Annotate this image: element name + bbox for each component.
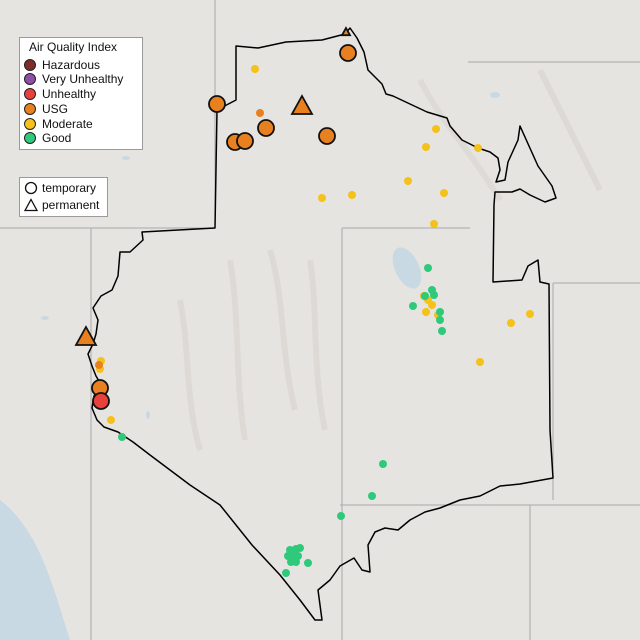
- monitor-marker[interactable]: [424, 264, 432, 272]
- legend-label: permanent: [42, 198, 100, 212]
- legend-label: Hazardous: [42, 58, 101, 72]
- moderate-swatch: [24, 118, 36, 130]
- monitor-marker[interactable]: [304, 559, 312, 567]
- monitor-marker[interactable]: [421, 292, 429, 300]
- monitor-marker[interactable]: [379, 460, 387, 468]
- monitor-marker[interactable]: [74, 325, 98, 346]
- monitor-marker[interactable]: [256, 109, 264, 117]
- circle-icon: [24, 181, 38, 195]
- monitor-marker[interactable]: [118, 433, 126, 441]
- region-boundary: [87, 27, 557, 621]
- monitor-marker[interactable]: [422, 308, 430, 316]
- pacific-ocean: [0, 500, 70, 640]
- monitor-marker[interactable]: [368, 492, 376, 500]
- legend-label: Moderate: [42, 117, 93, 131]
- legend-label: temporary: [42, 181, 97, 195]
- monitor-marker[interactable]: [290, 94, 314, 115]
- monitor-marker[interactable]: [436, 308, 444, 316]
- legend-label: Good: [42, 131, 72, 145]
- very-unhealthy-swatch: [24, 73, 36, 85]
- legend-label: Very Unhealthy: [42, 72, 124, 86]
- terrain-shading: [177, 68, 603, 451]
- monitor-marker[interactable]: [430, 220, 438, 228]
- legend-label: USG: [42, 102, 69, 116]
- monitor-marker[interactable]: [95, 361, 103, 369]
- monitor-marker[interactable]: [236, 132, 254, 150]
- monitor-marker[interactable]: [339, 44, 357, 62]
- hazardous-swatch: [24, 59, 36, 71]
- monitor-marker[interactable]: [340, 26, 352, 37]
- monitor-marker[interactable]: [337, 512, 345, 520]
- aqi-legend-title: Air Quality Index: [29, 40, 118, 54]
- monitor-marker[interactable]: [432, 125, 440, 133]
- legend-item-very-unhealthy: Very Unhealthy: [24, 72, 123, 86]
- legend-item-permanent: permanent: [24, 198, 99, 212]
- monitor-marker[interactable]: [208, 95, 226, 113]
- monitor-marker[interactable]: [107, 416, 115, 424]
- monitor-marker[interactable]: [251, 65, 259, 73]
- legend-item-hazardous: Hazardous: [24, 58, 100, 72]
- legend-item-good: Good: [24, 131, 71, 145]
- monitor-marker[interactable]: [476, 358, 484, 366]
- monitor-marker[interactable]: [526, 310, 534, 318]
- monitor-marker[interactable]: [257, 119, 275, 137]
- legend-item-unhealthy: Unhealthy: [24, 87, 96, 101]
- legend-label: Unhealthy: [42, 87, 97, 101]
- monitor-marker[interactable]: [440, 189, 448, 197]
- monitor-marker[interactable]: [422, 143, 430, 151]
- legend-item-moderate: Moderate: [24, 117, 93, 131]
- legend-item-usg: USG: [24, 102, 68, 116]
- monitor-marker[interactable]: [348, 191, 356, 199]
- monitor-marker[interactable]: [296, 544, 304, 552]
- lakes: [41, 92, 500, 419]
- monitor-marker[interactable]: [292, 558, 300, 566]
- monitor-marker[interactable]: [438, 327, 446, 335]
- good-swatch: [24, 132, 36, 144]
- usg-swatch: [24, 103, 36, 115]
- monitor-layer: [74, 26, 534, 577]
- monitor-type-legend: temporary permanent: [19, 177, 108, 217]
- monitor-marker[interactable]: [436, 316, 444, 324]
- monitor-marker[interactable]: [318, 127, 336, 145]
- monitor-marker[interactable]: [404, 177, 412, 185]
- aqi-legend: Air Quality Index Hazardous Very Unhealt…: [19, 37, 143, 150]
- monitor-marker[interactable]: [430, 291, 438, 299]
- monitor-marker[interactable]: [507, 319, 515, 327]
- unhealthy-swatch: [24, 88, 36, 100]
- monitor-marker[interactable]: [409, 302, 417, 310]
- monitor-marker[interactable]: [92, 392, 110, 410]
- monitor-marker[interactable]: [474, 144, 482, 152]
- monitor-marker[interactable]: [318, 194, 326, 202]
- legend-item-temporary: temporary: [24, 181, 96, 195]
- monitor-marker[interactable]: [282, 569, 290, 577]
- monitor-marker[interactable]: [428, 301, 436, 309]
- triangle-icon: [24, 198, 38, 212]
